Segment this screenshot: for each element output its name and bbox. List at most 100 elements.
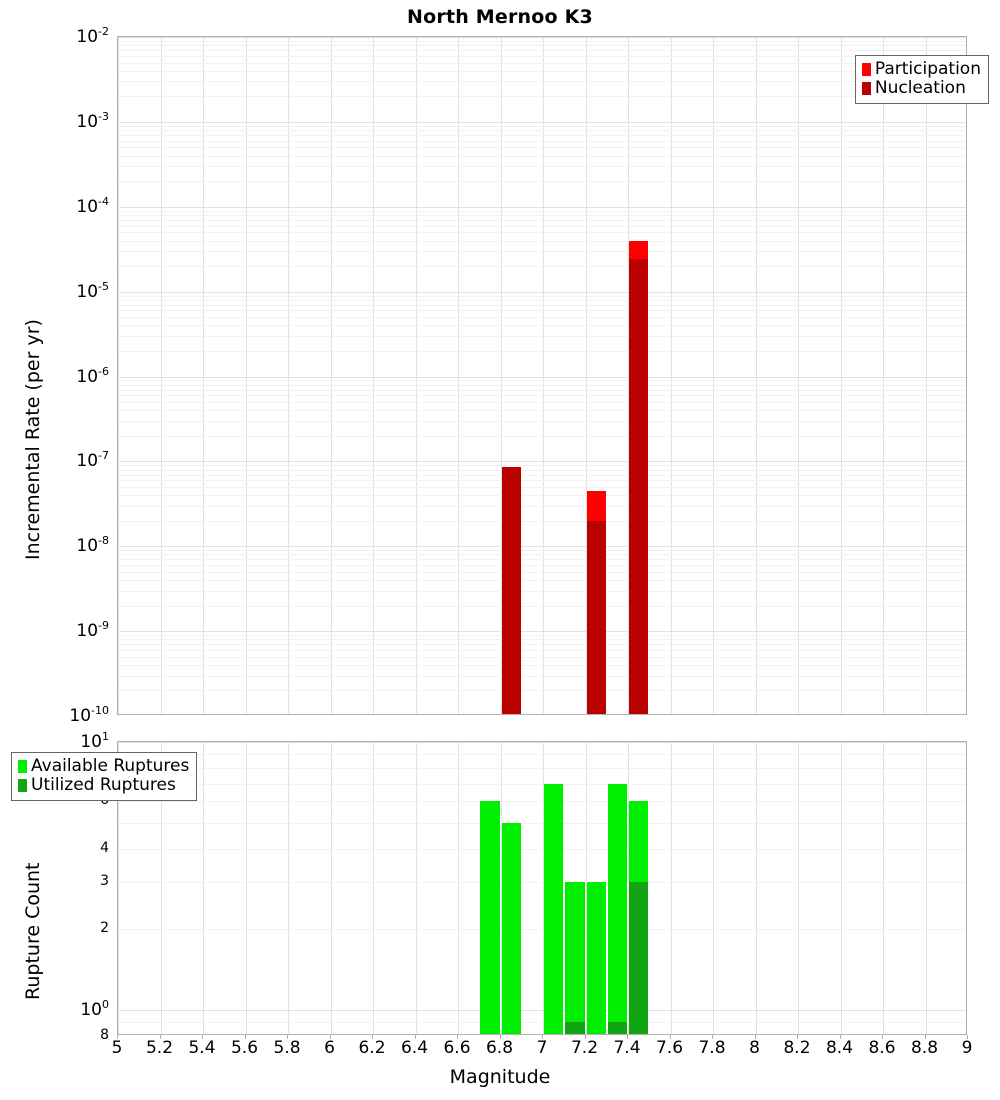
gridline-vertical: [203, 742, 204, 1034]
gridline-horizontal: [118, 554, 966, 556]
gridline-vertical: [458, 742, 459, 1034]
gridline-horizontal: [118, 325, 966, 327]
x-tick-mark: [712, 1035, 713, 1039]
gridline-horizontal: [118, 929, 966, 931]
bar-nucleation-m7.2: [586, 520, 606, 714]
gridline-horizontal: [118, 240, 966, 242]
participation-swatch-icon: [861, 63, 871, 77]
legend-label-utilized-ruptures: Utilized Ruptures: [31, 775, 176, 796]
bar-available-ruptures-m6.8: [501, 822, 521, 1034]
gridline-horizontal: [118, 251, 966, 253]
x-tick-label: 7.6: [655, 1038, 684, 1058]
bar-nucleation-m7.4: [629, 259, 649, 714]
gridline-horizontal: [118, 505, 966, 507]
gridline-vertical: [543, 37, 544, 714]
bar-available-ruptures-m7.3: [607, 783, 627, 1034]
gridline-horizontal: [118, 40, 966, 42]
y-tick-label-minor: 8: [100, 1027, 109, 1043]
legend-label-nucleation: Nucleation: [874, 78, 966, 99]
x-tick-label: 5.4: [188, 1038, 216, 1058]
x-tick-mark: [542, 1035, 543, 1039]
gridline-vertical: [330, 742, 332, 1034]
x-tick-mark: [669, 1035, 671, 1039]
gridline-horizontal: [118, 656, 966, 658]
x-tick-mark: [414, 1035, 416, 1039]
x-tick-label: 5.6: [230, 1038, 259, 1058]
rupture-count-plot-area: [117, 741, 967, 1035]
x-tick-mark: [754, 1035, 756, 1039]
gridline-horizontal: [118, 474, 966, 476]
gridline-vertical: [755, 742, 757, 1034]
gridline-horizontal: [118, 605, 966, 607]
gridline-horizontal: [118, 550, 966, 552]
x-tick-mark: [287, 1035, 288, 1039]
gridline-horizontal: [118, 754, 966, 756]
x-tick-label: 6.8: [485, 1038, 514, 1058]
top-panel-legend: Participation Nucleation: [854, 55, 989, 105]
x-tick-label: 7: [536, 1038, 548, 1058]
y-tick-label: 10-2: [76, 25, 109, 47]
bar-nucleation-m6.8: [501, 467, 521, 714]
gridline-vertical: [288, 742, 289, 1034]
gridline-horizontal: [118, 376, 966, 378]
legend-item-nucleation: Nucleation: [861, 78, 981, 99]
gridline-vertical: [160, 37, 162, 714]
gridline-vertical: [160, 742, 162, 1034]
gridline-horizontal: [118, 299, 966, 301]
gridline-horizontal: [118, 469, 966, 471]
page-title: North Mernoo K3: [407, 6, 593, 28]
y-tick-label: 10-9: [76, 619, 109, 641]
gridline-horizontal: [118, 130, 966, 132]
gridline-vertical: [883, 37, 884, 714]
x-tick-label: 6.2: [358, 1038, 386, 1058]
gridline-horizontal: [118, 495, 966, 497]
y-tick-label: 10-5: [76, 279, 109, 302]
gridline-horizontal: [118, 635, 966, 636]
gridline-vertical: [840, 37, 842, 714]
gridline-horizontal: [118, 384, 966, 386]
x-tick-mark: [967, 1035, 968, 1039]
gridline-horizontal: [118, 266, 966, 268]
gridline-horizontal: [118, 546, 966, 548]
gridline-vertical: [585, 742, 587, 1034]
gridline-vertical: [330, 37, 332, 714]
x-tick-label: 7.8: [698, 1038, 726, 1058]
legend-label-available-ruptures: Available Ruptures: [31, 756, 190, 776]
gridline-vertical: [925, 742, 927, 1034]
bar-available-ruptures-m7: [544, 783, 564, 1034]
gridline-horizontal: [118, 402, 966, 404]
gridline-horizontal: [118, 317, 966, 319]
gridline-horizontal: [118, 206, 966, 208]
gridline-horizontal: [118, 690, 966, 692]
legend-item-participation: Participation: [861, 59, 981, 79]
x-tick-mark: [499, 1035, 501, 1039]
gridline-horizontal: [118, 295, 966, 297]
gridline-horizontal: [118, 121, 966, 123]
gridline-horizontal: [118, 465, 966, 467]
y-tick-label: 10-6: [76, 364, 109, 387]
y-tick-label: 10-4: [76, 194, 109, 217]
gridline-horizontal: [118, 420, 966, 422]
gridline-vertical: [415, 37, 417, 714]
bar-utilized-ruptures-m7.1: [565, 1022, 585, 1034]
gridline-horizontal: [118, 565, 966, 567]
gridline-vertical: [585, 37, 587, 714]
gridline-vertical: [713, 742, 714, 1034]
gridline-horizontal: [118, 801, 966, 803]
gridline-horizontal: [118, 125, 966, 127]
gridline-horizontal: [118, 389, 966, 391]
gridline-vertical: [373, 37, 374, 714]
top-panel-y-axis-label: Incremental Rate (per yr): [22, 319, 44, 560]
gridline-vertical: [670, 37, 672, 714]
gridline-horizontal: [118, 45, 966, 47]
y-tick-label: 10-10: [69, 704, 109, 726]
x-tick-label: 5.2: [145, 1038, 174, 1058]
gridline-horizontal: [118, 350, 966, 352]
y-tick-label: 10-7: [76, 449, 109, 472]
x-tick-mark: [584, 1035, 586, 1039]
x-tick-mark: [117, 1035, 118, 1039]
gridline-horizontal: [118, 742, 966, 743]
gridline-horizontal: [118, 486, 966, 488]
gridline-horizontal: [118, 644, 966, 646]
x-tick-label: 6: [324, 1038, 335, 1058]
